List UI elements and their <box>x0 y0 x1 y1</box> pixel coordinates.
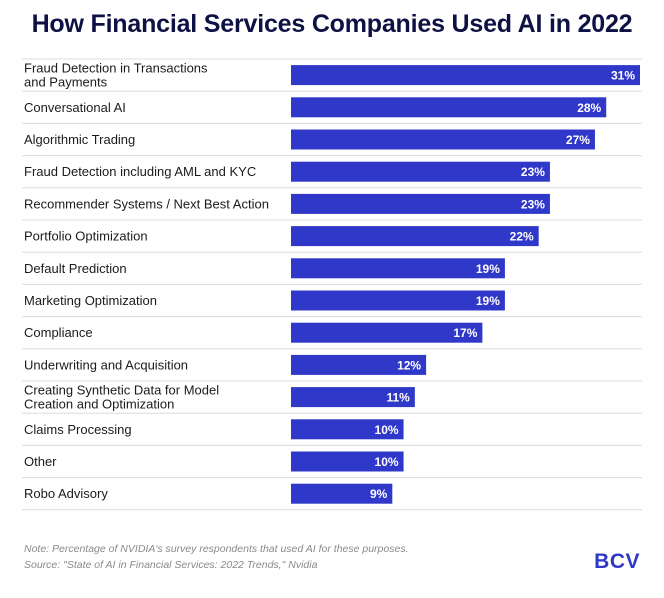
bar-chart: Fraud Detection in Transactions and Payme… <box>22 58 642 511</box>
bar-value-label: 12% <box>397 358 421 372</box>
category-label: Underwriting and Acquisition <box>24 357 188 372</box>
chart-title: How Financial Services Companies Used AI… <box>31 10 633 38</box>
bar <box>291 129 595 150</box>
source-note: Source: "State of AI in Financial Servic… <box>24 559 318 571</box>
bar-value-label: 28% <box>577 101 601 115</box>
bar-value-label: 19% <box>476 294 500 308</box>
category-label: Portfolio Optimization <box>24 229 148 244</box>
category-label: Conversational AI <box>24 100 126 115</box>
bar-value-label: 19% <box>476 262 500 276</box>
bar <box>291 65 640 86</box>
bcv-logo: BCV <box>594 550 640 573</box>
bar <box>291 322 483 343</box>
bar <box>291 419 404 440</box>
bar-value-label: 17% <box>453 326 477 340</box>
bar <box>291 290 505 311</box>
category-label: Compliance <box>24 325 93 340</box>
bar-value-label: 23% <box>521 165 545 179</box>
category-label: Claims Processing <box>24 422 132 437</box>
bar-value-label: 9% <box>370 487 388 501</box>
category-label: Fraud Detection in Transactions and Payme… <box>24 61 208 90</box>
bar-value-label: 10% <box>375 423 399 437</box>
bar-value-label: 11% <box>386 391 410 405</box>
category-label: Robo Advisory <box>24 486 108 501</box>
bar <box>291 258 505 279</box>
bar-value-label: 27% <box>566 133 590 147</box>
bar-value-label: 10% <box>375 455 399 469</box>
category-label: Recommender Systems / Next Best Action <box>24 196 269 211</box>
category-label: Other <box>24 454 57 469</box>
bar <box>291 451 404 472</box>
bar <box>291 483 393 504</box>
bar <box>291 226 539 247</box>
bar <box>291 97 607 118</box>
bar-value-label: 22% <box>510 230 534 244</box>
category-label: Marketing Optimization <box>24 293 157 308</box>
bar-value-label: 23% <box>521 197 545 211</box>
category-label: Creating Synthetic Data for Model Creatio… <box>24 383 219 412</box>
category-label: Default Prediction <box>24 261 127 276</box>
bar <box>291 161 550 182</box>
bar <box>291 193 550 214</box>
bar-value-label: 31% <box>611 69 635 83</box>
bar <box>291 354 427 375</box>
category-label: Algorithmic Trading <box>24 132 135 147</box>
bar <box>291 387 415 408</box>
category-label: Fraud Detection including AML and KYC <box>24 164 256 179</box>
footnote: Note: Percentage of NVIDIA's survey resp… <box>24 543 409 555</box>
